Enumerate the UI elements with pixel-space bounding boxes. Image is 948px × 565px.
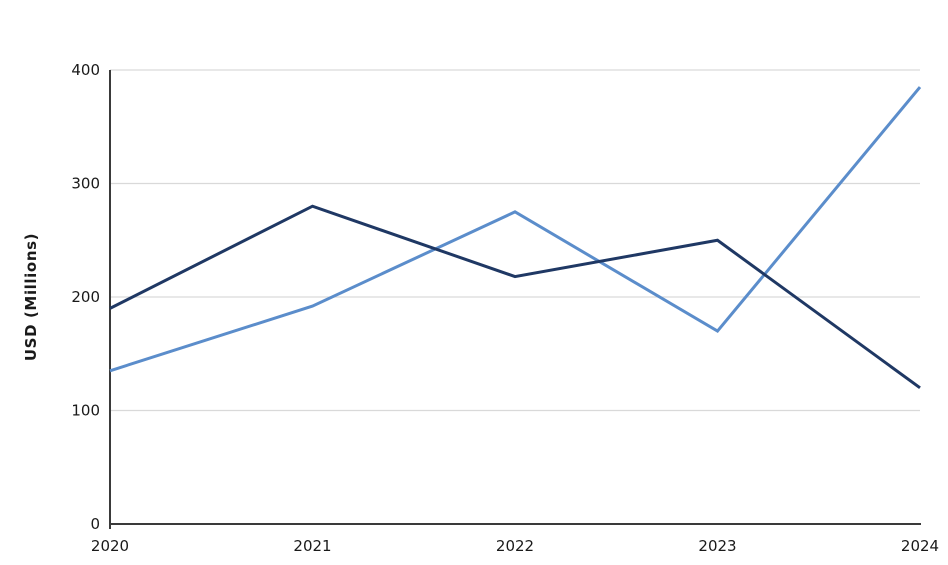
gridlines xyxy=(110,69,920,412)
axes xyxy=(109,70,921,529)
x-tick-label: 2022 xyxy=(496,537,534,555)
x-tick-labels: 2020 2021 2022 2023 2024 xyxy=(91,537,939,555)
y-tick-label: 400 xyxy=(71,61,100,79)
series-lines xyxy=(109,86,922,390)
x-tick-label: 2021 xyxy=(293,537,331,555)
y-tick-label: 0 xyxy=(90,515,100,533)
x-tick-label: 2023 xyxy=(698,537,736,555)
x-tick-label: 2024 xyxy=(901,537,939,555)
y-tick-labels: 0 100 200 300 400 xyxy=(71,61,100,533)
series-line-light_blue_line xyxy=(109,86,922,373)
x-tick-label: 2020 xyxy=(91,537,129,555)
y-axis-title: USD (Millions) xyxy=(22,232,40,362)
series-line-dark_navy_line xyxy=(109,204,921,390)
y-tick-label: 100 xyxy=(71,402,100,420)
y-tick-label: 300 xyxy=(71,175,100,193)
y-tick-label: 200 xyxy=(71,288,100,306)
